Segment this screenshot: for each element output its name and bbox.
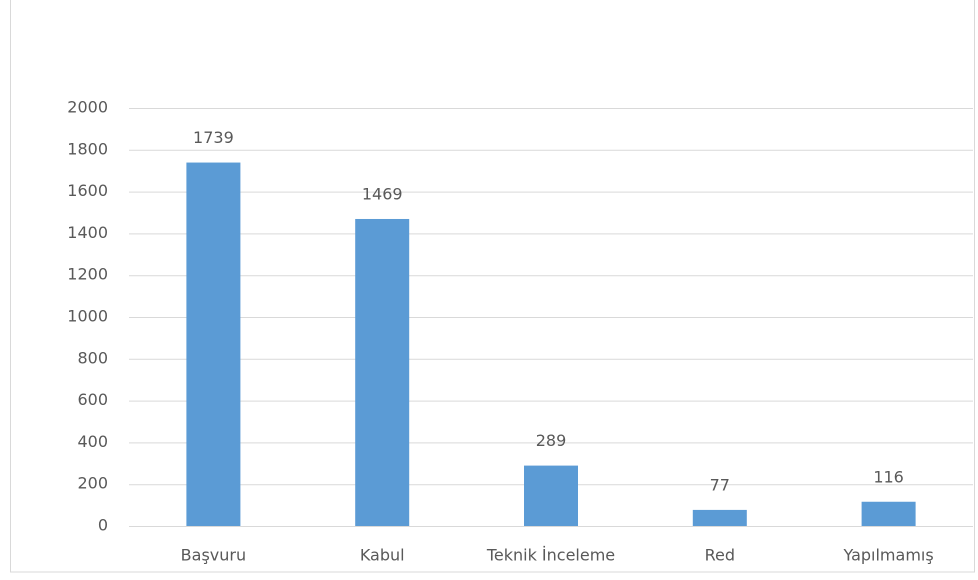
y-tick-label: 400: [77, 432, 108, 451]
y-tick-label: 200: [77, 474, 108, 493]
y-tick-label: 1200: [67, 265, 108, 284]
y-tick-label: 1000: [67, 307, 108, 326]
data-label: 289: [536, 431, 567, 450]
x-tick-label: Teknik İnceleme: [486, 546, 615, 565]
y-tick-label: 600: [77, 390, 108, 409]
y-tick-label: 2000: [67, 98, 108, 117]
bar: [186, 162, 241, 526]
data-label: 1739: [193, 128, 234, 147]
bar: [692, 509, 747, 526]
x-tick-label: Red: [705, 546, 735, 565]
x-tick-label: Yapılmamış: [843, 546, 934, 565]
y-tick-label: 800: [77, 348, 108, 367]
data-label: 1469: [362, 184, 403, 203]
chart-border: [10, 0, 975, 573]
x-tick-label: Başvuru: [181, 546, 246, 565]
data-label: 77: [710, 475, 730, 494]
bar: [861, 501, 916, 526]
x-tick-label: Kabul: [360, 546, 405, 565]
y-tick-label: 1600: [67, 181, 108, 200]
y-tick-label: 1400: [67, 223, 108, 242]
data-label: 116: [873, 467, 904, 486]
bar: [355, 218, 410, 526]
y-tick-label: 1800: [67, 139, 108, 158]
y-tick-label: 0: [98, 516, 108, 535]
bar: [524, 465, 578, 526]
